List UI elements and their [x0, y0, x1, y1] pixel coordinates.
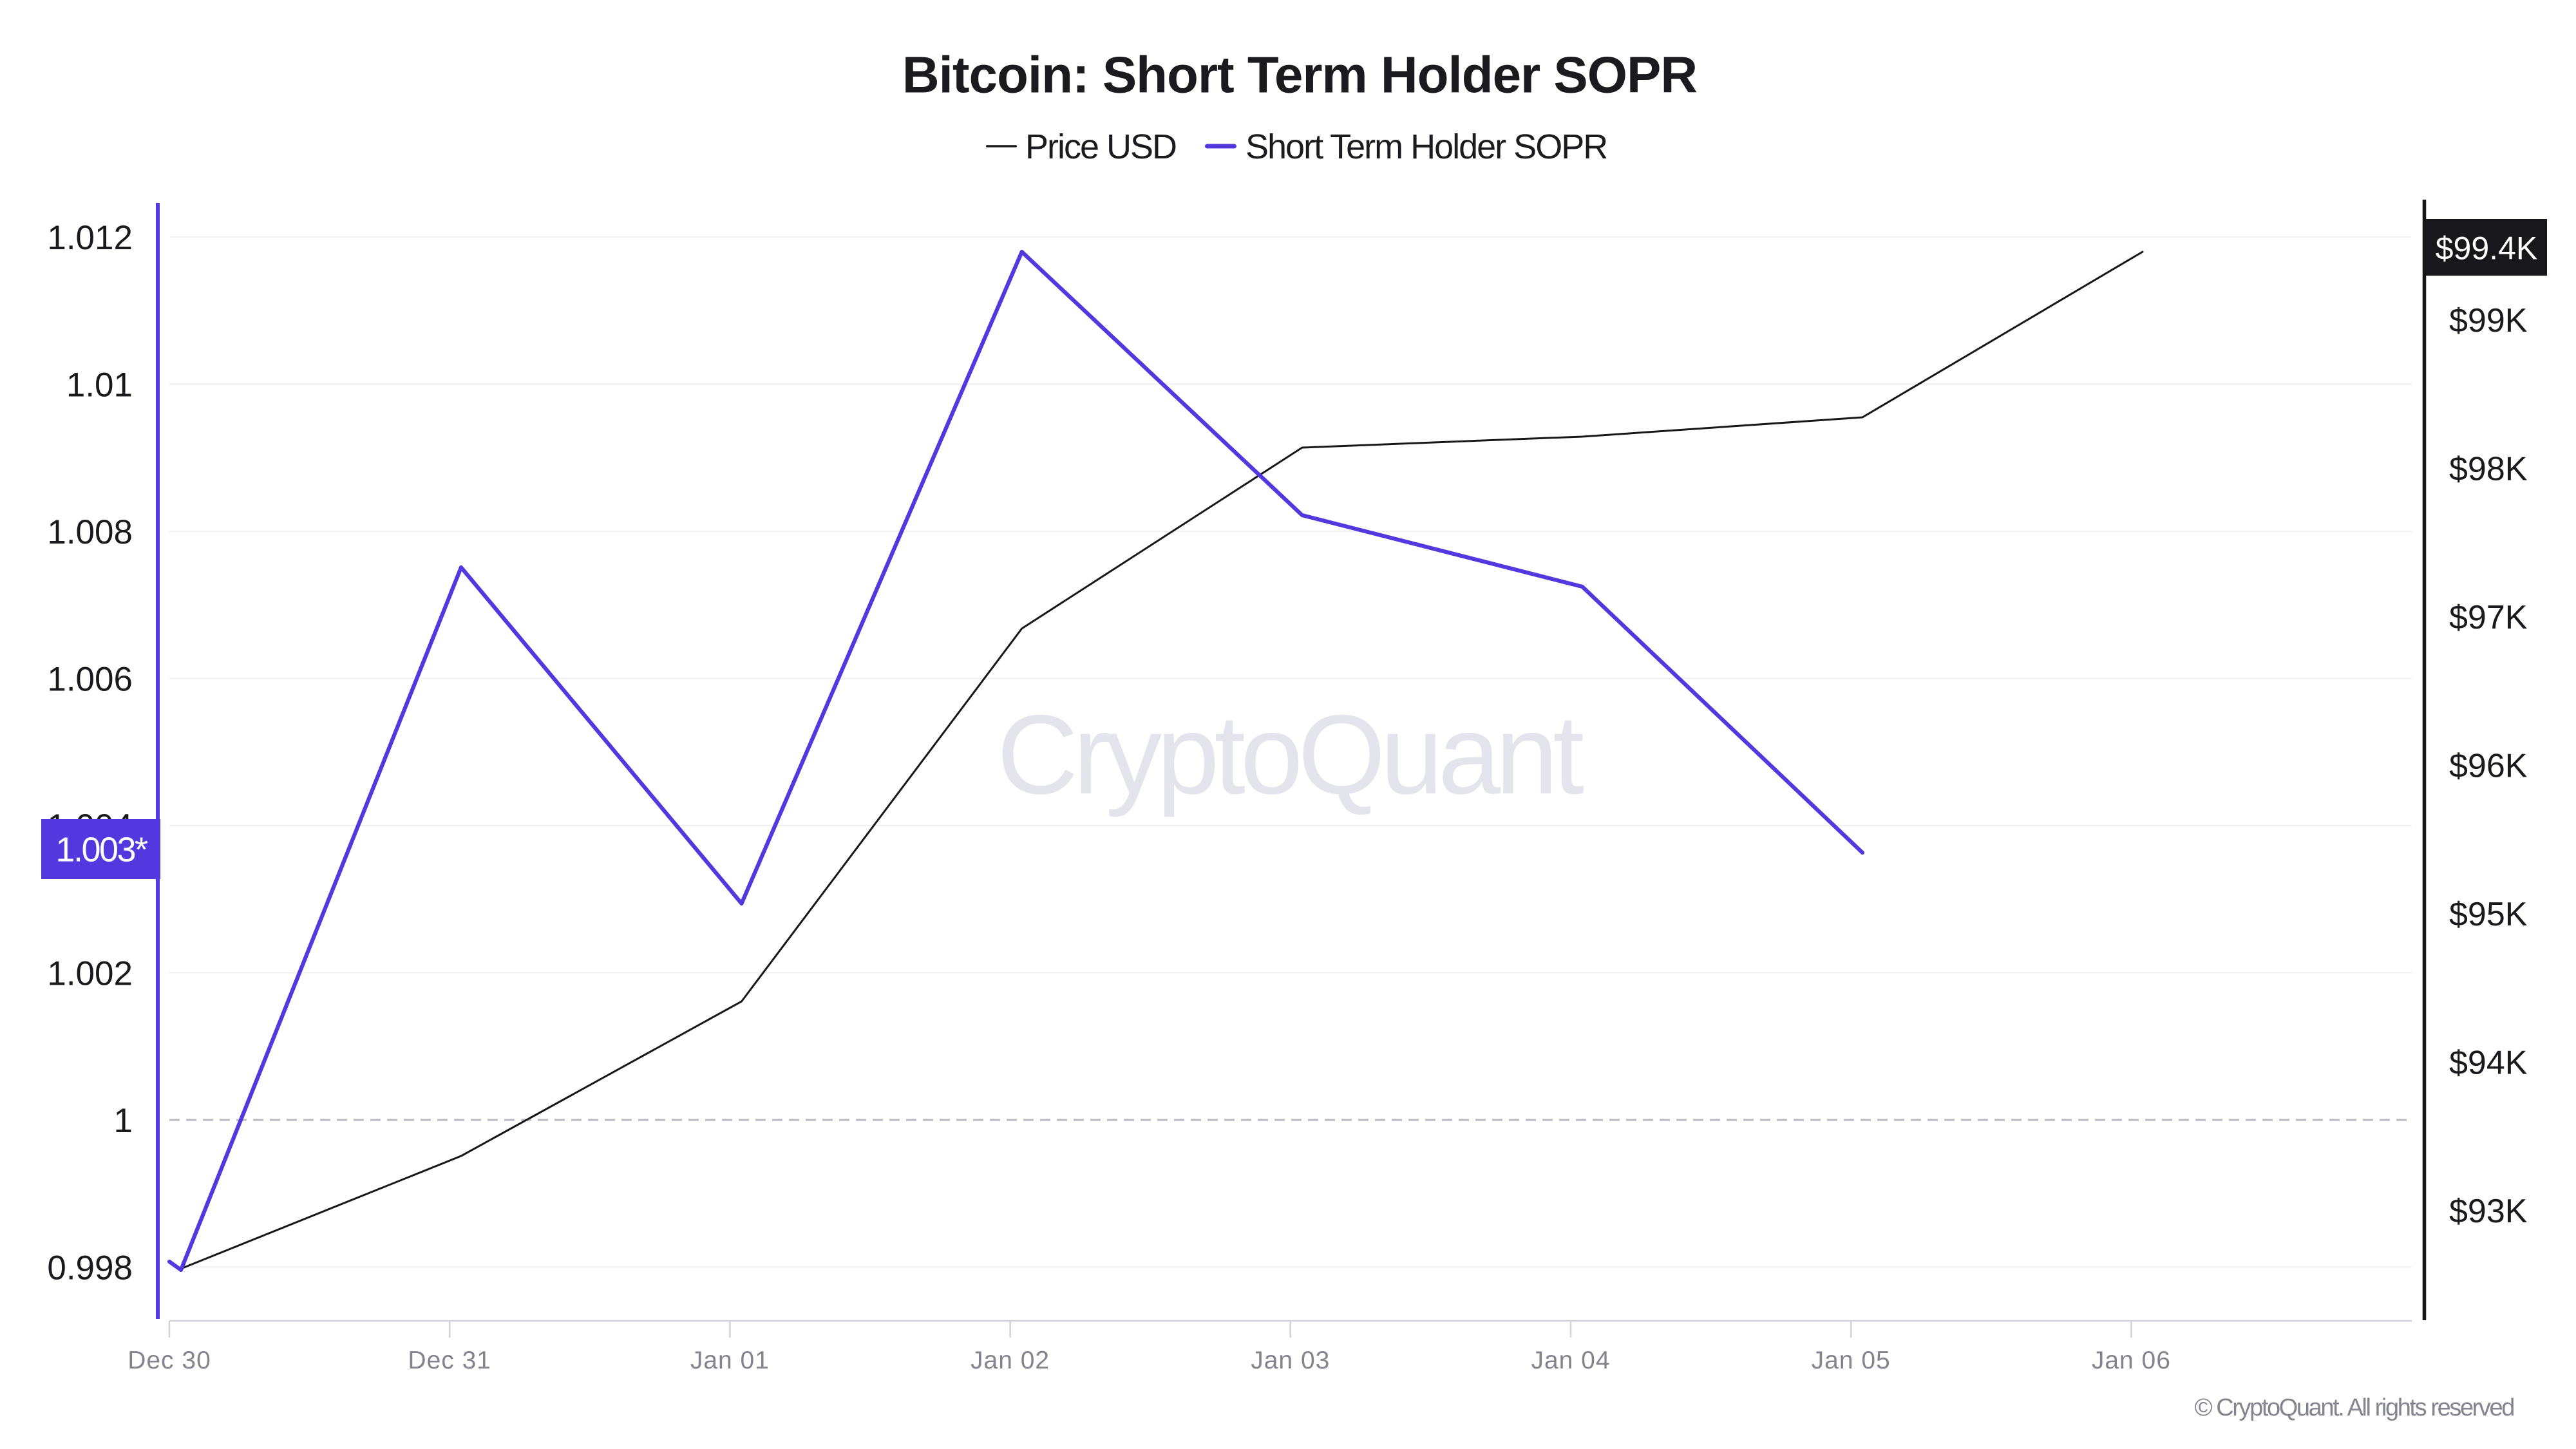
- svg-text:$94K: $94K: [2449, 1045, 2528, 1082]
- svg-text:Dec 30: Dec 30: [128, 1347, 211, 1374]
- svg-text:Dec 31: Dec 31: [408, 1347, 491, 1374]
- svg-text:$93K: $93K: [2449, 1193, 2528, 1230]
- svg-text:$97K: $97K: [2449, 599, 2528, 636]
- svg-text:1.012: 1.012: [47, 219, 133, 257]
- svg-text:Jan 06: Jan 06: [2092, 1347, 2171, 1374]
- svg-text:Jan 02: Jan 02: [971, 1347, 1050, 1374]
- svg-text:$99K: $99K: [2449, 302, 2528, 339]
- svg-text:Price USD: Price USD: [1025, 128, 1176, 166]
- svg-text:1.002: 1.002: [47, 955, 133, 993]
- svg-text:Jan 04: Jan 04: [1531, 1347, 1610, 1374]
- svg-text:$96K: $96K: [2449, 748, 2528, 785]
- svg-text:Jan 03: Jan 03: [1251, 1347, 1330, 1374]
- svg-text:1: 1: [114, 1102, 133, 1140]
- svg-text:$98K: $98K: [2449, 451, 2528, 488]
- svg-text:Jan 05: Jan 05: [1812, 1347, 1891, 1374]
- svg-text:Short Term Holder SOPR: Short Term Holder SOPR: [1245, 128, 1607, 166]
- svg-text:1.008: 1.008: [47, 513, 133, 551]
- svg-text:1.01: 1.01: [66, 366, 133, 404]
- svg-text:0.998: 0.998: [47, 1249, 133, 1287]
- svg-text:1.003*: 1.003*: [55, 831, 148, 869]
- svg-text:$99.4K: $99.4K: [2436, 231, 2537, 267]
- svg-text:Jan 01: Jan 01: [690, 1347, 770, 1374]
- svg-text:Bitcoin: Short Term Holder SOP: Bitcoin: Short Term Holder SOPR: [902, 46, 1698, 104]
- svg-text:© CryptoQuant. All rights rese: © CryptoQuant. All rights reserved: [2194, 1394, 2514, 1421]
- svg-text:$95K: $95K: [2449, 896, 2528, 933]
- svg-text:CryptoQuant: CryptoQuant: [997, 692, 1584, 818]
- svg-text:1.006: 1.006: [47, 661, 133, 699]
